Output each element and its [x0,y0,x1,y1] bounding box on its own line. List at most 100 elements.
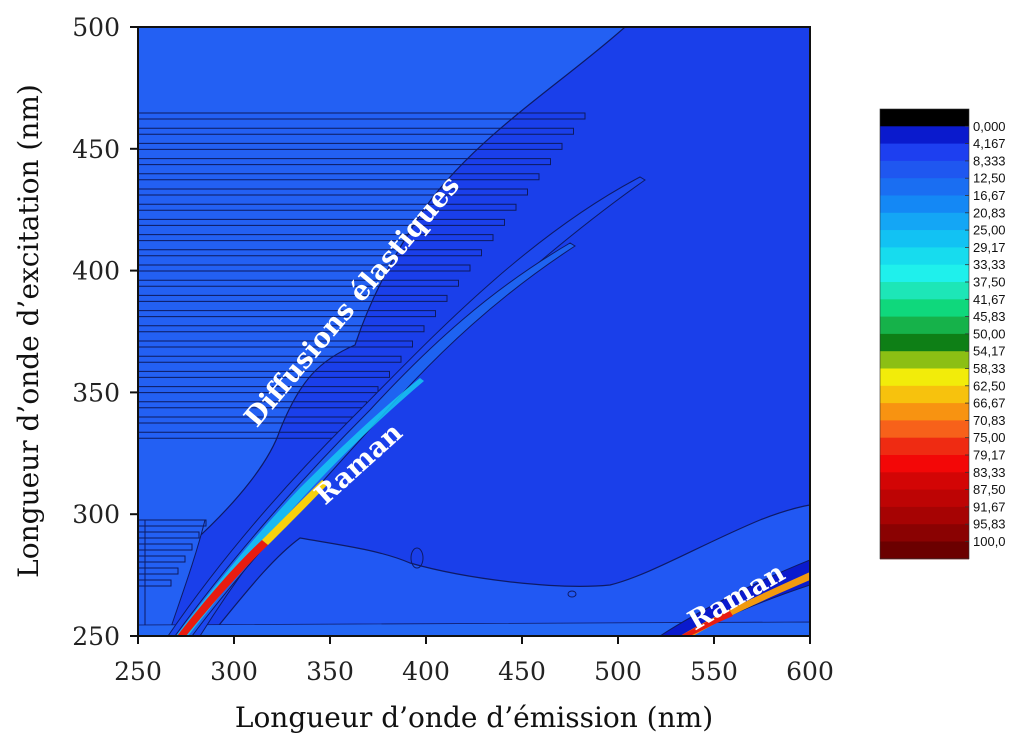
stripe [138,340,413,348]
x-tick-label: 550 [690,657,738,686]
x-tick-label: 250 [114,657,162,686]
colorbar-swatch [880,368,969,387]
colorbar-swatch [880,385,969,404]
colorbar-swatch [880,420,969,439]
colorbar-label: 37,50 [973,275,1006,290]
colorbar-label: 91,67 [973,499,1006,514]
colorbar-label: 95,83 [973,517,1006,532]
contour-blob [567,590,577,598]
colorbar-label: 33,33 [973,257,1006,272]
y-axis: 250 300 350 400 450 500 [72,13,138,651]
colorbar-label: 29,17 [973,240,1006,255]
plot-frame [137,26,811,637]
stripe [138,127,574,135]
colorbar-swatch [880,524,969,542]
y-tick-label: 450 [72,135,120,164]
stripe [138,279,459,287]
stripe [138,294,448,302]
stripe [138,203,517,211]
colorbar-swatch [880,109,969,127]
colorbar-swatch [880,282,969,300]
contour-region-bottom-strip [138,621,810,636]
colorbar-label: 50,00 [973,326,1006,341]
colorbar-swatch [880,541,969,560]
colorbar-swatch [880,351,969,369]
colorbar-swatch [880,247,969,266]
x-tick-label: 350 [306,657,354,686]
x-axis-title: Longueur d’onde d’émission (nm) [235,701,713,734]
colorbar-swatch [880,299,969,318]
colorbar-label: 83,33 [973,465,1006,480]
colorbar-swatch [880,403,969,421]
y-tick-label: 350 [72,378,120,407]
colorbar-swatch [880,160,969,179]
colorbar-label: 8,333 [973,153,1006,168]
colorbar-swatch [880,126,969,145]
contour-blob [410,547,424,569]
colorbar-swatch [880,316,969,335]
colorbar-label: 25,00 [973,223,1006,238]
stripe [138,370,390,378]
colorbar-label: 0,000 [973,119,1006,134]
colorbar-label: 58,33 [973,361,1006,376]
colorbar-swatch [880,455,969,473]
stripe [138,112,586,120]
x-tick-label: 600 [786,657,834,686]
x-tick-label: 300 [210,657,258,686]
colorbar-swatch [880,333,969,352]
stripe [138,264,471,272]
colorbar-swatch [880,230,969,248]
y-axis-title: Longueur d’onde d’excitation (nm) [12,84,45,578]
stripe [138,355,402,363]
colorbar-label: 100,0 [973,534,1006,549]
stripe [138,188,528,196]
x-tick-label: 500 [594,657,642,686]
colorbar-label: 20,83 [973,205,1006,220]
raman-band-warm [262,480,328,545]
colorbar-label: 66,67 [973,396,1006,411]
horizontal-stripes [138,112,586,587]
x-axis: 250 300 350 400 450 500 550 600 [114,636,834,686]
stripe [138,386,379,394]
raman-band-second-hot [680,611,733,636]
colorbar-label: 4,167 [973,136,1006,151]
stripe [138,543,193,551]
stripe [138,249,482,257]
colorbar-swatch [880,506,969,525]
colorbar-label: 16,67 [973,188,1006,203]
stripe [138,234,494,242]
stripe [138,173,540,181]
colorbar-swatch [880,195,969,214]
stripe [138,555,186,563]
x-tick-label: 450 [498,657,546,686]
colorbar-swatch [880,264,969,283]
colorbar-label: 12,50 [973,171,1006,186]
raman-band-hot [177,540,268,636]
colorbar-label: 45,83 [973,309,1006,324]
colorbar-label: 62,50 [973,378,1006,393]
colorbar-label: 70,83 [973,413,1006,428]
stripe [138,325,425,333]
stripe [138,519,207,527]
stripe [138,218,505,226]
y-tick-label: 250 [72,622,120,651]
y-tick-label: 300 [72,500,120,529]
colorbar-label: 75,00 [973,430,1006,445]
x-tick-label: 400 [402,657,450,686]
stripe [138,158,551,166]
colorbar-label: 87,50 [973,482,1006,497]
stripe [138,531,200,539]
colorbar-label: 54,17 [973,344,1006,359]
colorbar-swatch [880,212,969,231]
colorbar-label: 41,67 [973,292,1006,307]
stripe [138,310,436,318]
colorbar-swatch [880,489,969,508]
stripe [138,579,172,587]
y-tick-label: 400 [72,257,120,286]
colorbar-swatch [880,472,969,491]
colorbar-swatch [880,143,969,162]
colorbar-label: 79,17 [973,448,1006,463]
contour-plot-area [138,27,810,636]
